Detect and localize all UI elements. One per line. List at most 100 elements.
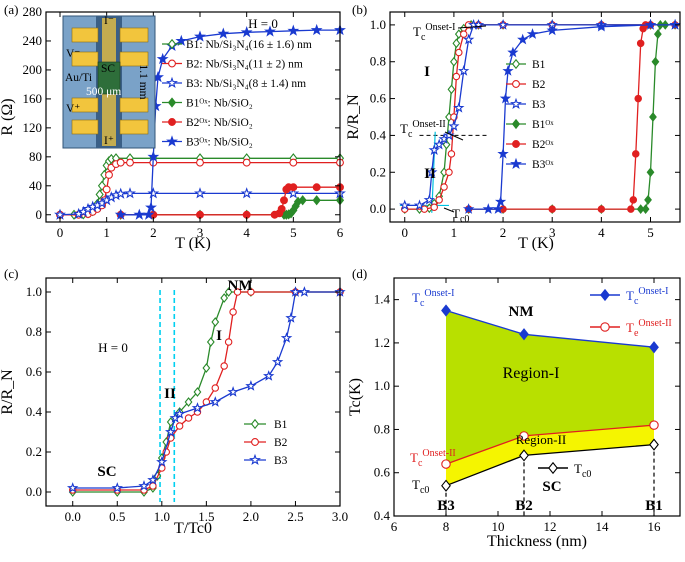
data-point: [430, 203, 438, 212]
legend-label: B1ᴼˣ: Nb/SiO₂: [186, 98, 253, 110]
panel-label-c: (c): [4, 266, 18, 281]
legend-label: TcOnset-I: [626, 286, 668, 307]
legend-label: B3: Nb/Si₃N₄(8 ± 1.4) nm: [186, 78, 306, 90]
data-point: [312, 195, 321, 206]
data-point: [507, 46, 519, 58]
device-inset: I⁻ V⁻ SC Au/Ti 500 μm 1.1 mm V⁺ I⁺: [62, 15, 156, 149]
data-point: [519, 328, 529, 341]
h-zero-annotation-a: H = 0: [248, 16, 278, 31]
legend-label: TeOnset-II: [626, 318, 672, 339]
data-point: [138, 480, 150, 491]
data-point: [423, 193, 435, 205]
data-point: [280, 196, 288, 205]
inset-pad: [119, 97, 149, 113]
y-axis-label-d: Tc(K): [347, 378, 364, 416]
data-point: [147, 150, 160, 162]
plot-frame: [45, 11, 341, 223]
inset-pad: [119, 51, 149, 67]
x-tick-label: 1: [103, 225, 110, 240]
data-point: [247, 288, 255, 296]
series-B3ᴼˣ: Nb/SiO₂: [114, 23, 346, 220]
data-point: [206, 337, 215, 347]
plot-frame: [393, 277, 681, 517]
legend-marker: [512, 140, 520, 148]
legend-marker: [166, 135, 178, 147]
data-point: [641, 204, 650, 214]
series-line: [468, 24, 651, 210]
legend-marker: [249, 453, 261, 465]
data-point: [651, 56, 660, 67]
inset-pad: [119, 27, 149, 43]
region-label-ii-c: II: [164, 386, 176, 402]
x-tick-label: 5: [647, 225, 654, 240]
inset-label-auti: Au/Ti: [65, 72, 92, 84]
data-point: [287, 187, 300, 199]
data-point: [114, 187, 127, 199]
data-point: [233, 288, 242, 296]
legend-marker: [251, 438, 259, 446]
x-tick-label: 2: [150, 225, 157, 240]
inset-label-1mm: 1.1 mm: [137, 64, 149, 99]
legend-label: Tc0: [574, 461, 591, 480]
legend-marker: [600, 322, 610, 332]
data-point: [441, 479, 451, 492]
data-point: [441, 304, 451, 317]
x-tick-label: 3.0: [332, 509, 348, 524]
series-Tc Onset-II: [441, 420, 659, 469]
data-point: [124, 187, 136, 199]
data-point: [453, 101, 465, 113]
data-point: [54, 208, 66, 220]
legend-label: B3ᴼˣ: Nb/SiO₂: [186, 137, 253, 149]
data-point: [517, 33, 529, 45]
inset-label-v-plus: V⁺: [66, 103, 80, 115]
x-tick-label: 6: [337, 225, 344, 240]
data-point: [245, 380, 257, 391]
data-point: [443, 129, 455, 141]
x-tick-label: 0.0: [65, 509, 81, 524]
y-tick-label: 0.8: [370, 54, 386, 69]
data-point: [399, 199, 411, 211]
x-tick-label: 6: [391, 519, 398, 534]
panel-c: 0.0 0.5 1.0 1.5 2.0 2.5 3.0 0.0 0.2 0.4 0.6 0.8 1.0 (…: [0, 266, 348, 537]
y-tick-label: 1.2: [374, 335, 390, 350]
y-axis-label-c: R/R_N: [0, 369, 16, 415]
x-tick-label: 0: [401, 225, 408, 240]
legend-marker: [511, 118, 521, 130]
data-point: [262, 370, 275, 381]
data-point: [595, 20, 608, 32]
y-tick-label: 1.0: [26, 284, 42, 299]
x-axis-label-a: T (K): [175, 235, 211, 252]
x-tick-label: 1: [451, 225, 458, 240]
data-point: [95, 189, 104, 200]
y-tick-label: 280: [23, 4, 43, 19]
data-point: [289, 183, 298, 192]
data-point: [649, 420, 659, 430]
data-point: [312, 183, 321, 192]
y-tick-label: 120: [23, 120, 43, 135]
legend-marker: [510, 97, 522, 109]
y-tick-label: 160: [23, 91, 43, 106]
y-axis-label-b: R/R_N: [345, 94, 362, 140]
legend-marker: [510, 157, 522, 169]
region-2-fill: [446, 425, 654, 486]
region-1-label: Region-I: [503, 365, 560, 382]
data-point: [428, 144, 440, 156]
inset-sc-region: [97, 61, 121, 95]
legend-label: B1: [532, 59, 546, 71]
x-tick-label: 10: [492, 519, 505, 534]
data-point: [147, 474, 159, 485]
data-point: [147, 187, 160, 199]
x-tick-label: 1.0: [154, 509, 170, 524]
legend-label: B3: [532, 99, 546, 111]
data-point: [280, 332, 293, 343]
legend-label: B2: [532, 79, 546, 91]
legend-label: B2: [274, 437, 288, 449]
panel-label-a: (a): [4, 2, 18, 17]
y-axis-label-a: R (Ω): [0, 98, 16, 135]
y-tick-label: 0.4: [370, 127, 387, 142]
panel-d: 6 8 10 12 14 16 0.4 0.6 0.8 1.0 1.2 1.4 (d) Thickness…: [347, 266, 681, 550]
sc-label-c: SC: [97, 464, 116, 480]
data-point: [546, 24, 558, 36]
inset-pad: [71, 97, 99, 113]
legend-marker: [168, 118, 176, 126]
